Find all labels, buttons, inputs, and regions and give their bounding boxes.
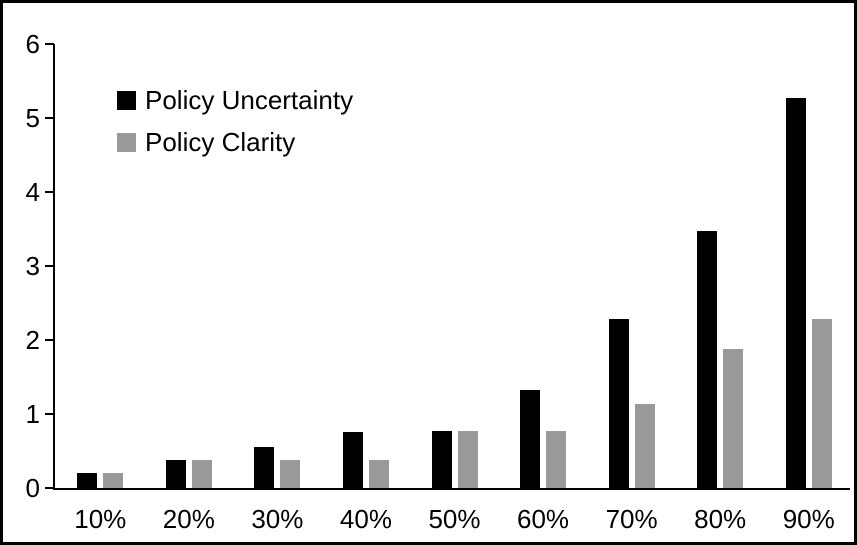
y-tick-label: 0 xyxy=(25,473,40,503)
x-axis-label: 60% xyxy=(517,504,570,534)
y-tick-mark xyxy=(45,43,54,45)
bar-policy-uncertainty-80% xyxy=(697,231,718,488)
legend-item-policy-uncertainty: Policy Uncertainty xyxy=(117,83,353,117)
bar-policy-uncertainty-60% xyxy=(520,390,541,488)
bar-policy-uncertainty-90% xyxy=(785,98,806,488)
x-axis-label: 50% xyxy=(428,504,481,534)
y-tick-label: 5 xyxy=(25,103,40,133)
bar-policy-clarity-20% xyxy=(191,460,212,488)
bar-policy-clarity-50% xyxy=(457,431,478,488)
bar-policy-clarity-60% xyxy=(546,431,567,488)
y-tick-mark xyxy=(45,265,54,267)
x-axis-label: 90% xyxy=(782,504,835,534)
y-tick-mark xyxy=(45,413,54,415)
legend-swatch-gray-icon xyxy=(117,132,136,152)
y-tick-mark xyxy=(45,117,54,119)
x-axis-line xyxy=(53,488,850,490)
legend-label-policy-clarity: Policy Clarity xyxy=(145,127,296,157)
y-tick-label: 2 xyxy=(25,325,40,355)
bar-policy-clarity-80% xyxy=(723,349,744,488)
y-axis-line xyxy=(53,44,55,490)
x-axis-label: 20% xyxy=(162,504,215,534)
x-axis-label: 80% xyxy=(694,504,747,534)
legend-swatch-black-icon xyxy=(117,90,136,110)
bar-policy-uncertainty-70% xyxy=(608,319,629,488)
y-tick-mark xyxy=(45,191,54,193)
bar-policy-uncertainty-30% xyxy=(254,447,275,488)
x-axis-label: 40% xyxy=(339,504,392,534)
y-tick-label: 4 xyxy=(25,177,40,207)
bar-policy-uncertainty-50% xyxy=(431,431,452,488)
bar-policy-clarity-70% xyxy=(634,404,655,488)
x-axis-label: 30% xyxy=(251,504,304,534)
y-tick-label: 3 xyxy=(25,251,40,281)
y-tick-mark xyxy=(45,487,54,489)
y-tick-label: 1 xyxy=(25,399,40,429)
y-tick-label: 6 xyxy=(25,29,40,59)
bar-policy-uncertainty-20% xyxy=(165,460,186,488)
legend-label-policy-uncertainty: Policy Uncertainty xyxy=(145,85,354,115)
legend: Policy Uncertainty Policy Clarity xyxy=(117,83,353,159)
bar-policy-clarity-90% xyxy=(811,319,832,488)
bar-policy-clarity-30% xyxy=(280,460,301,488)
legend-item-policy-clarity: Policy Clarity xyxy=(117,125,353,159)
x-axis-label: 10% xyxy=(74,504,127,534)
bar-policy-clarity-40% xyxy=(368,460,389,488)
bar-policy-uncertainty-40% xyxy=(342,432,363,488)
bar-policy-uncertainty-10% xyxy=(77,473,98,488)
bar-policy-clarity-10% xyxy=(103,473,124,488)
y-tick-mark xyxy=(45,339,54,341)
x-axis-label: 70% xyxy=(605,504,658,534)
